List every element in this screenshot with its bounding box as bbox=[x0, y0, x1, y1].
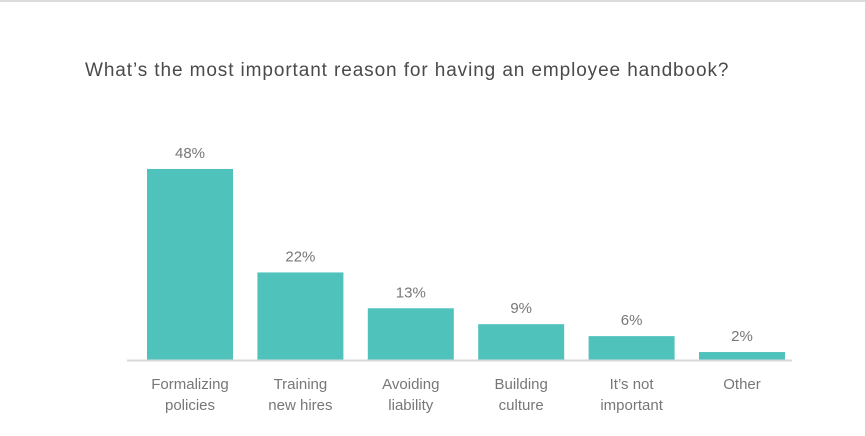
category-label: Formalizing bbox=[151, 376, 229, 393]
category-label: Building bbox=[495, 376, 548, 393]
category-label: new hires bbox=[268, 397, 332, 414]
category-label: liability bbox=[388, 397, 434, 414]
value-label: 2% bbox=[731, 328, 753, 345]
value-label: 13% bbox=[396, 284, 426, 301]
category-label: Other bbox=[723, 376, 761, 393]
category-label: Training bbox=[274, 376, 328, 393]
top-border bbox=[0, 0, 865, 2]
bar bbox=[367, 308, 454, 360]
bar bbox=[147, 168, 233, 360]
category-label: culture bbox=[499, 397, 544, 414]
value-label: 6% bbox=[621, 312, 643, 329]
value-label: 22% bbox=[285, 248, 315, 265]
chart-title: What’s the most important reason for hav… bbox=[85, 60, 730, 81]
category-label: policies bbox=[165, 397, 215, 414]
value-label: 48% bbox=[175, 145, 205, 162]
category-label: important bbox=[600, 397, 663, 414]
bar bbox=[478, 324, 565, 360]
value-label: 9% bbox=[510, 300, 532, 317]
category-label: It’s not bbox=[610, 376, 655, 393]
bar bbox=[257, 272, 344, 360]
bar bbox=[588, 336, 675, 360]
category-label: Avoiding bbox=[382, 376, 439, 393]
bar bbox=[699, 352, 785, 360]
